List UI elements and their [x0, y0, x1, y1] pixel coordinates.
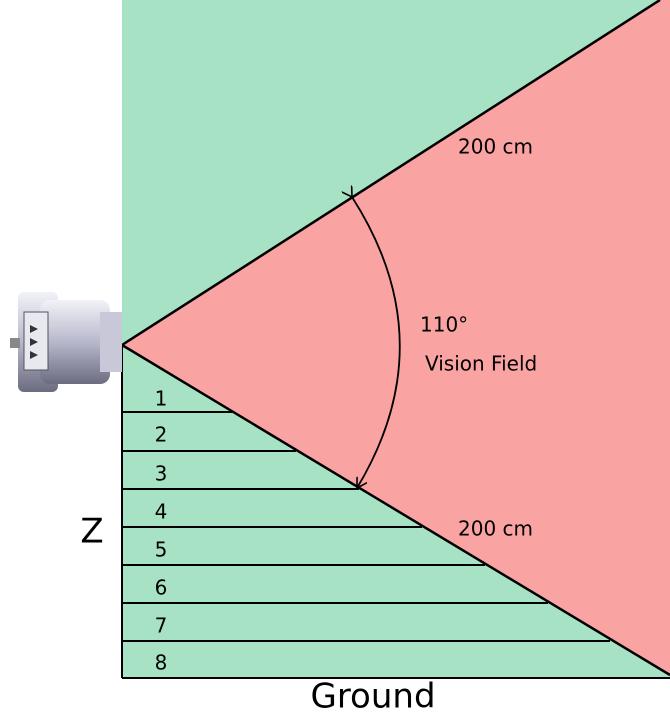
camera [10, 292, 122, 392]
axis-label: Z [80, 512, 103, 552]
field-label: Vision Field [425, 352, 537, 376]
zone-label: 8 [155, 651, 168, 675]
zone-label: 4 [155, 500, 168, 524]
zone-label: 3 [155, 462, 168, 486]
range-label-top: 200 cm [458, 135, 533, 159]
range-label-bottom: 200 cm [458, 517, 533, 541]
zone-label: 2 [155, 423, 168, 447]
zone-label: 1 [155, 387, 168, 411]
zone-label: 5 [155, 538, 168, 562]
ground-label: Ground [310, 677, 435, 717]
zone-label: 6 [155, 576, 168, 600]
angle-label: 110° [420, 313, 468, 337]
diagram: 200 cm 110° Vision Field 200 cm Z Ground… [0, 0, 670, 723]
zone-label: 7 [155, 614, 168, 638]
